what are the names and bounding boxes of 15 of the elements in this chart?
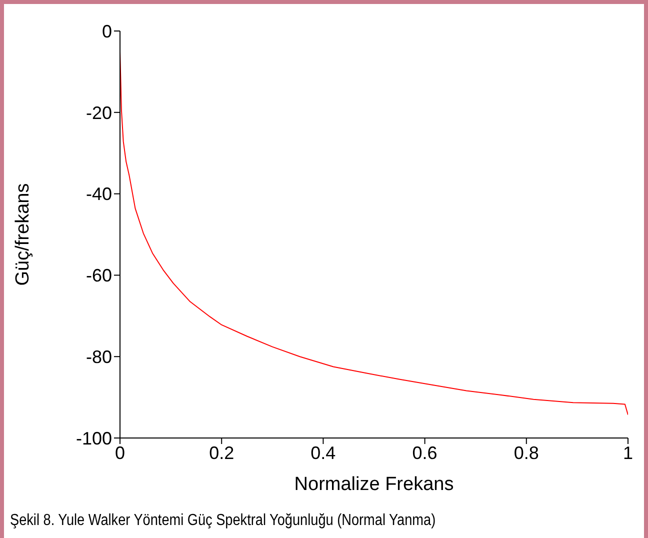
y-tick-label: 0 — [102, 21, 112, 42]
y-tick-label: -100 — [76, 428, 112, 448]
x-tick-label: 0.8 — [514, 442, 539, 463]
y-axis-title: Güç/frekans — [12, 183, 34, 286]
y-tick-label: -60 — [86, 266, 112, 286]
x-tick-label: 1 — [622, 442, 634, 463]
x-tick-label: 0.6 — [412, 442, 438, 463]
y-tick-label: -80 — [86, 346, 112, 367]
x-tick-label: 0 — [114, 442, 126, 463]
x-tick-label: 0.4 — [310, 442, 336, 463]
x-axis-title: Normalize Frekans — [294, 474, 454, 495]
y-tick-label: -40 — [86, 184, 112, 204]
text: Şekil 8. Yule Walker Yöntemi Güç Spektral Yoğunluğu (Normal Yanma) — [10, 512, 436, 530]
x-tick-label: 0.2 — [209, 442, 234, 463]
y-tick-label: -20 — [86, 102, 112, 123]
